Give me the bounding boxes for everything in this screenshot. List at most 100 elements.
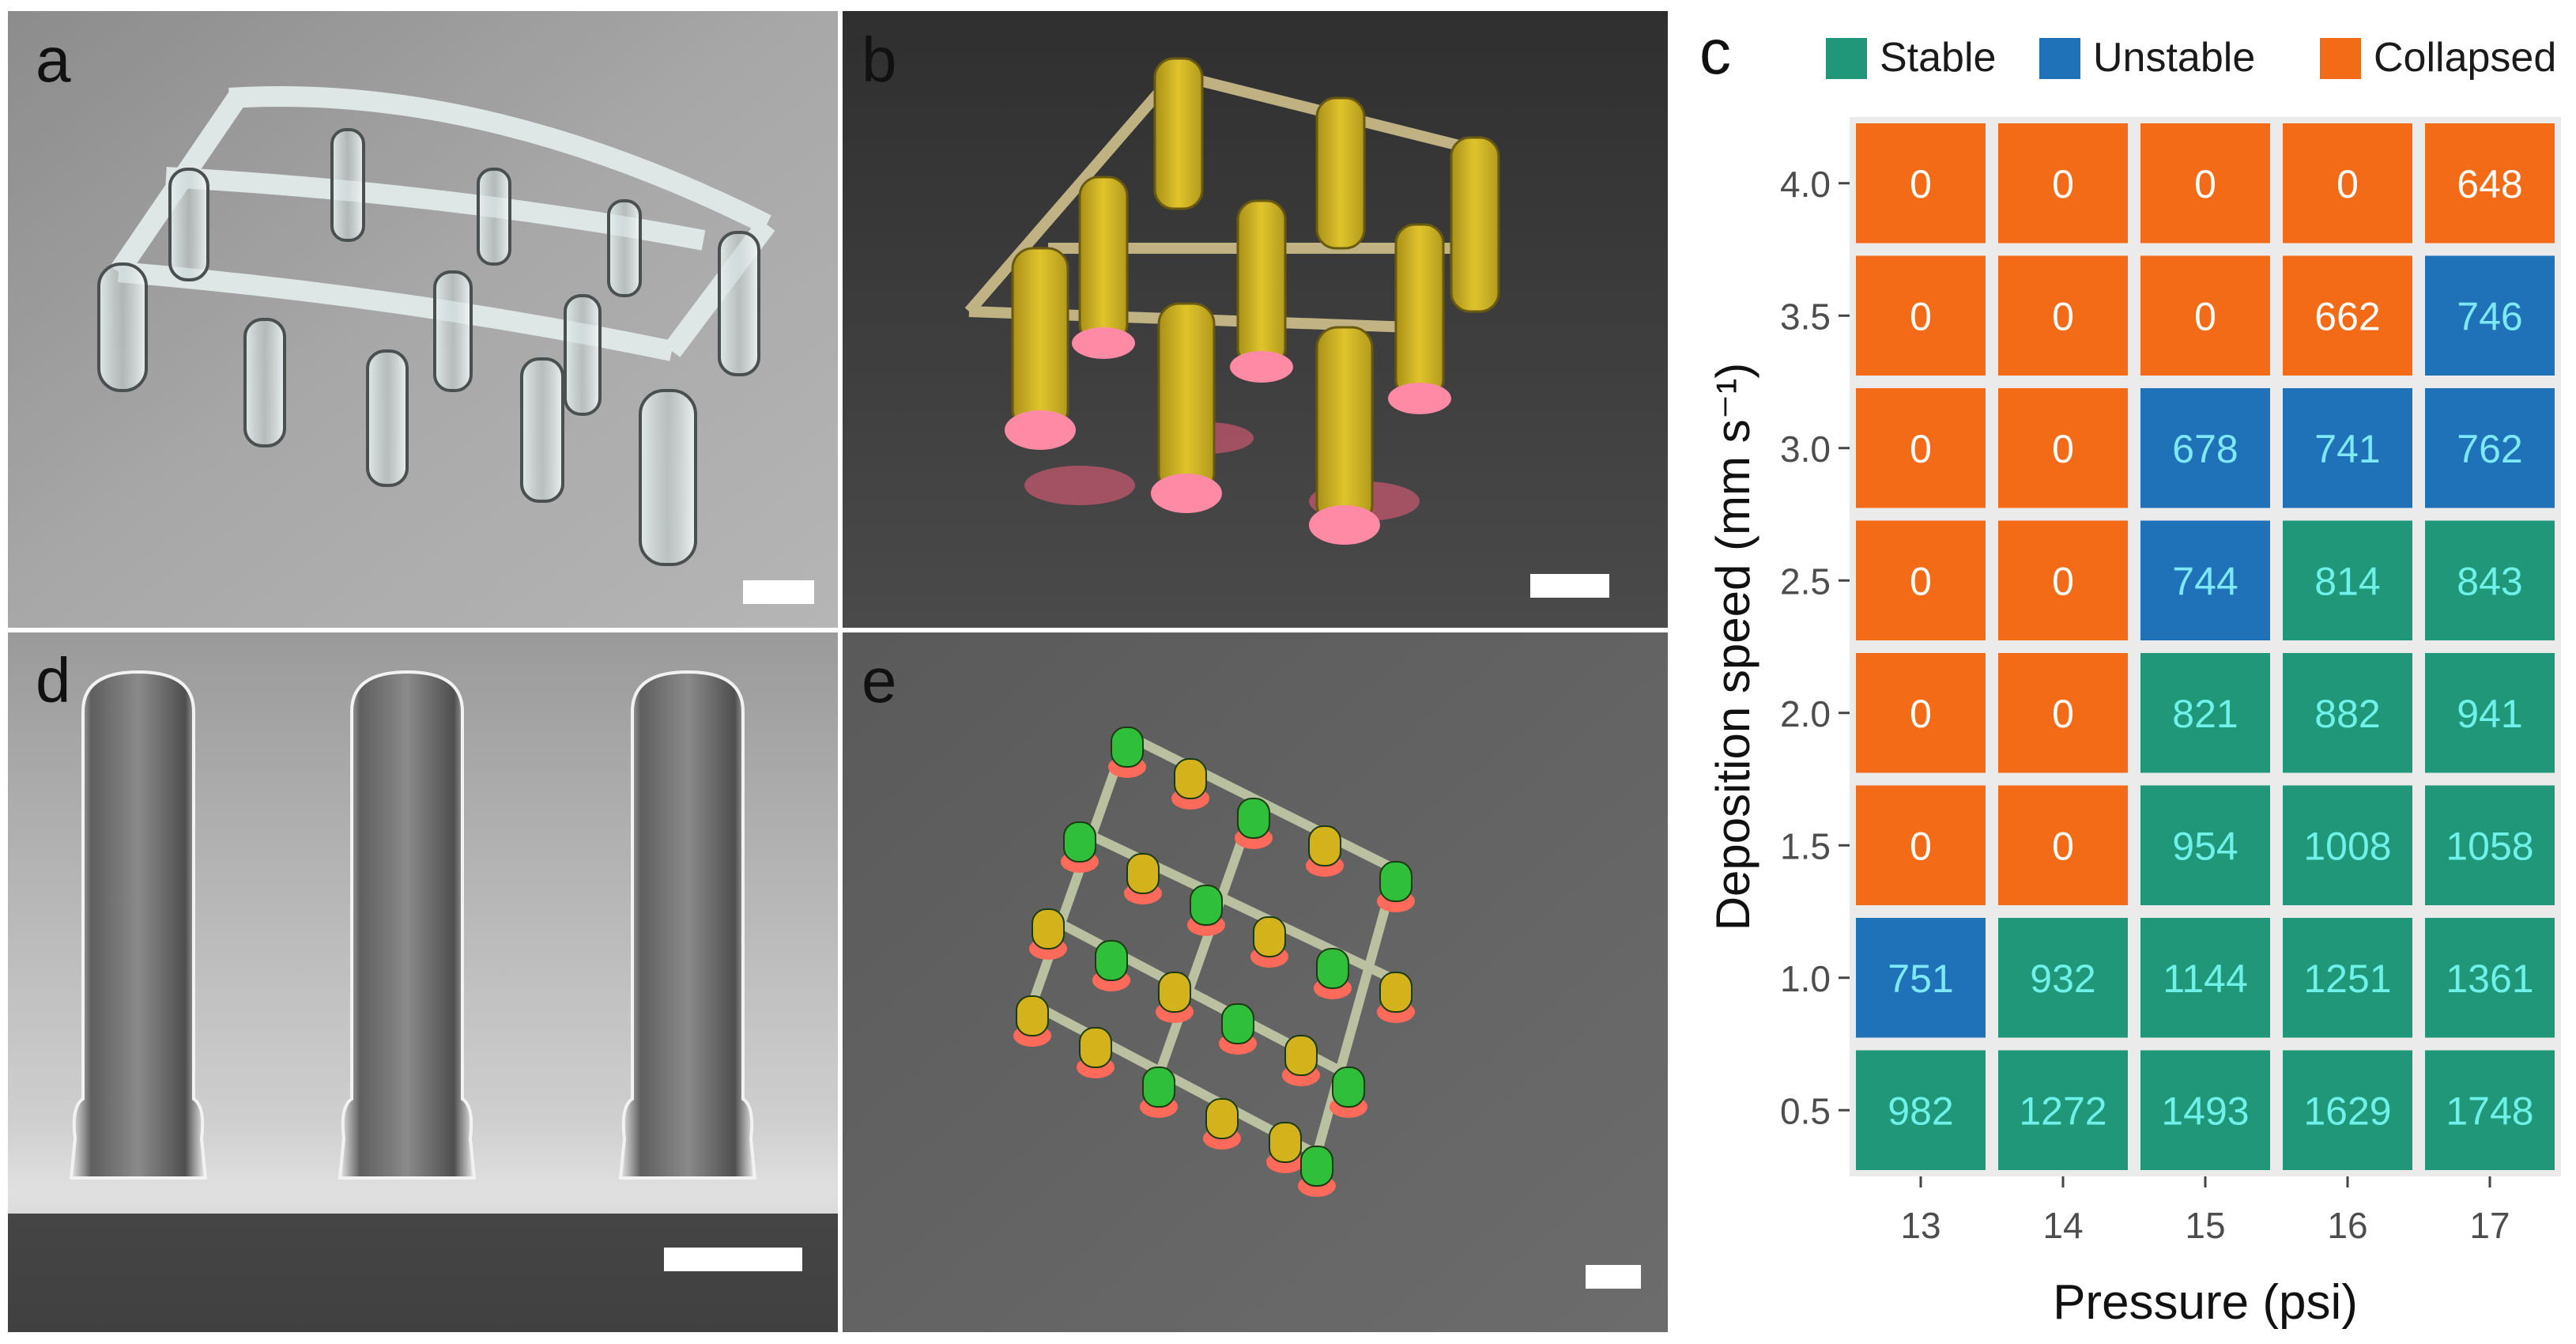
heatmap-cell (2425, 520, 2555, 640)
heatmap-cell (2283, 388, 2412, 508)
heatmap-cell (2425, 255, 2555, 376)
cell-value-label: 1493 (2161, 1089, 2249, 1133)
panel-label-c: c (1699, 17, 1731, 87)
x-tick-label: 14 (2042, 1205, 2083, 1246)
y-tick-label: 4.0 (1780, 164, 1831, 205)
cell-value-label: 0 (1910, 692, 1932, 736)
heatmap-cell (1856, 255, 1986, 376)
heatmap-cell (1856, 1050, 1986, 1170)
heatmap-cell (2140, 785, 2270, 905)
cell-value-label: 1058 (2446, 824, 2533, 868)
legend-swatch-unstable (2039, 38, 2080, 79)
cell-value-label: 882 (2314, 692, 2380, 736)
heatmap-cell (2140, 1050, 2270, 1170)
cell-value-label: 0 (1910, 559, 1932, 603)
cell-value-label: 954 (2172, 824, 2238, 868)
cell-value-label: 941 (2457, 692, 2522, 736)
heatmap-svg: Stable Unstable Collapsed 0 0 0 0 648 0 0 0 662 746 0… (1707, 35, 2561, 1330)
heatmap-cell (1998, 388, 2128, 508)
cell-value-label: 662 (2314, 294, 2380, 338)
photo-panel-d (8, 632, 838, 1332)
heatmap-cell (2283, 1050, 2412, 1170)
cell-value-label: 0 (1910, 294, 1932, 338)
cell-value-label: 1361 (2446, 957, 2533, 1001)
heatmap-cell (1856, 653, 1986, 773)
heatmap-cell (1998, 1050, 2128, 1170)
cell-value-label: 0 (2194, 294, 2216, 338)
cell-value-label: 1251 (2303, 957, 2391, 1001)
multilayer-lattice-image (843, 632, 1668, 1332)
x-tick-label: 16 (2327, 1205, 2367, 1246)
panel-label-e: e (862, 645, 897, 715)
heatmap-cell (2283, 520, 2412, 640)
heatmap-cell (2425, 785, 2555, 905)
cell-value-label: 1748 (2446, 1089, 2533, 1133)
cell-value-label: 0 (2337, 162, 2359, 206)
heatmap-cell (1998, 123, 2128, 244)
cell-value-label: 0 (1910, 824, 1932, 868)
cell-value-label: 0 (1910, 162, 1932, 206)
cell-value-label: 762 (2457, 427, 2522, 471)
cell-value-label: 648 (2457, 162, 2522, 206)
cell-value-label: 0 (1910, 427, 1932, 471)
heatmap-cell (2425, 1050, 2555, 1170)
heatmap-cell (1856, 520, 1986, 640)
cell-value-label: 0 (2052, 294, 2074, 338)
heatmap-cell (1998, 918, 2128, 1038)
x-axis-label: Pressure (psi) (2053, 1275, 2358, 1330)
cell-value-label: 1144 (2163, 957, 2248, 1001)
cell-value-label: 746 (2457, 294, 2522, 338)
cell-value-label: 1008 (2303, 824, 2391, 868)
cell-value-label: 0 (2052, 162, 2074, 206)
y-tick-label: 3.0 (1780, 428, 1831, 470)
legend-swatch-stable (1826, 38, 1867, 79)
legend-label-stable: Stable (1880, 35, 1996, 81)
heatmap-cell (2283, 255, 2412, 376)
heatmap-cell (2140, 653, 2270, 773)
heatmap-cell (2425, 388, 2555, 508)
heatmap-cell (1998, 785, 2128, 905)
heatmap-cell (2425, 653, 2555, 773)
panel-label-d: d (36, 645, 71, 715)
cell-value-label: 751 (1888, 957, 1953, 1001)
heatmap-cell (2283, 918, 2412, 1038)
cell-value-label: 744 (2172, 559, 2238, 603)
photo-panel-e (843, 632, 1668, 1332)
x-tick-label: 13 (1900, 1205, 1940, 1246)
heatmap-cell (2140, 388, 2270, 508)
heatmap-cell (2283, 123, 2412, 244)
cell-value-label: 678 (2172, 427, 2238, 471)
heatmap-cell (1856, 388, 1986, 508)
printed-fluorescent-structure-image (843, 11, 1668, 628)
heatmap-cell (2425, 123, 2555, 244)
heatmap-cell (2140, 123, 2270, 244)
cell-value-label: 0 (2052, 559, 2074, 603)
photo-panel-a (8, 11, 838, 628)
y-tick-label: 1.0 (1780, 958, 1831, 999)
heatmap-cell (2140, 255, 2270, 376)
cell-value-label: 843 (2457, 559, 2522, 603)
legend-swatch-collapsed (2320, 38, 2361, 79)
cell-value-label: 0 (2194, 162, 2216, 206)
y-tick-label: 3.5 (1780, 296, 1831, 337)
cell-value-label: 982 (1888, 1089, 1953, 1133)
cell-value-label: 0 (2052, 427, 2074, 471)
cell-value-label: 0 (2052, 692, 2074, 736)
heatmap-cell (2140, 918, 2270, 1038)
y-tick-label: 1.5 (1780, 825, 1831, 866)
y-tick-label: 2.5 (1780, 561, 1831, 602)
legend-label-unstable: Unstable (2093, 35, 2255, 81)
cell-value-label: 814 (2314, 559, 2380, 603)
heatmap-cell (1856, 123, 1986, 244)
heatmap-cell (1998, 653, 2128, 773)
photo-panel-b (843, 11, 1668, 628)
cell-value-label: 821 (2172, 692, 2238, 736)
heatmap-cell (1856, 785, 1986, 905)
heatmap-cell (2425, 918, 2555, 1038)
pillar-sem-image (8, 632, 838, 1332)
heatmap-cell (2283, 785, 2412, 905)
cell-value-label: 1272 (2019, 1089, 2106, 1133)
panel-label-b: b (862, 25, 897, 95)
heatmap-cell (1998, 520, 2128, 640)
x-tick-label: 15 (2185, 1205, 2225, 1246)
